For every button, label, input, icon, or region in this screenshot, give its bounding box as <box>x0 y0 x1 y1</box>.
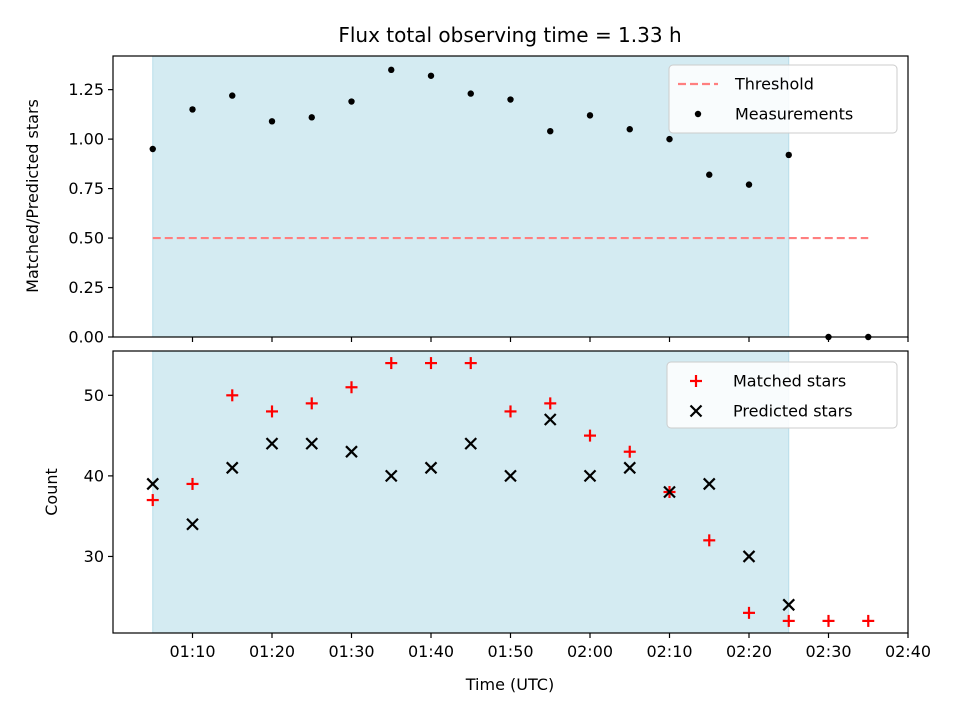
data-point <box>345 381 358 394</box>
bottom-panel: 30 40 50 01:10 01:20 01:30 01:40 01:50 02:00 02:1… <box>84 350 931 661</box>
data-point <box>266 405 278 418</box>
x-tick-label: 02:30 <box>805 642 851 661</box>
data-point <box>265 437 279 450</box>
data-point <box>623 445 636 458</box>
data-point <box>146 477 160 491</box>
data-point <box>149 145 156 153</box>
x-tick-label: 02:40 <box>885 642 931 661</box>
data-point <box>464 437 478 450</box>
x-tick-label: 02:20 <box>726 642 772 661</box>
x-tick-label: 01:50 <box>487 642 533 661</box>
data-point <box>703 534 716 547</box>
data-point <box>583 469 597 483</box>
y-tick-label: 1.25 <box>68 80 104 99</box>
data-point <box>229 92 236 99</box>
legend-swatch <box>690 375 702 387</box>
data-point <box>388 66 395 74</box>
y-tick-label: 0.25 <box>68 278 104 297</box>
data-point <box>385 357 398 370</box>
y-tick-label: 30 <box>84 547 104 566</box>
data-point <box>427 72 435 79</box>
data-point <box>782 598 796 612</box>
y-tick-label: 50 <box>84 386 104 405</box>
data-point <box>226 389 239 402</box>
data-point <box>464 357 477 370</box>
data-point <box>146 494 159 507</box>
data-point <box>186 477 199 490</box>
y-tick-label: 0.75 <box>68 179 104 198</box>
data-point <box>623 461 637 475</box>
y-tick-label: 1.00 <box>68 130 104 149</box>
data-point <box>584 429 596 442</box>
data-point <box>547 127 554 135</box>
bottom-ylabel: Count <box>42 468 61 516</box>
data-point <box>425 357 437 370</box>
legend-label: Matched stars <box>733 372 846 391</box>
data-point <box>504 469 517 483</box>
legend-label: Threshold <box>734 75 814 94</box>
top-ylabel: Matched/Predicted stars <box>23 99 42 293</box>
legend-label: Measurements <box>735 105 853 124</box>
legend-swatch <box>694 110 702 118</box>
y-tick-label: 40 <box>84 466 104 485</box>
y-tick-label: 0.00 <box>68 328 104 347</box>
data-point <box>782 614 795 627</box>
x-tick-label: 02:10 <box>646 642 692 661</box>
data-point <box>225 461 239 475</box>
data-point <box>586 112 594 119</box>
x-tick-label: 01:10 <box>169 642 215 661</box>
data-point <box>348 98 355 105</box>
axes-frame <box>112 55 909 338</box>
data-point <box>305 437 319 450</box>
data-point <box>706 171 713 178</box>
data-point <box>544 397 557 410</box>
data-point <box>743 606 755 619</box>
data-point <box>467 90 474 97</box>
data-point <box>742 550 756 563</box>
y-tick-label: 0.50 <box>68 229 104 248</box>
data-point <box>308 114 315 121</box>
data-point <box>862 614 875 627</box>
x-tick-label: 02:00 <box>567 642 613 661</box>
data-point <box>702 477 716 491</box>
x-tick-label: 01:30 <box>328 642 374 661</box>
legend-swatch <box>689 404 703 418</box>
data-point <box>504 405 517 418</box>
data-point <box>507 96 514 103</box>
data-point <box>384 469 398 483</box>
data-point <box>424 461 438 475</box>
data-point <box>666 135 673 143</box>
top-panel: 0.00 0.25 0.50 0.75 1.00 1.25 Threshold Measure… <box>68 55 909 347</box>
data-point <box>305 397 318 410</box>
x-tick-label: 01:20 <box>249 642 295 661</box>
x-tick-label: 01:40 <box>408 642 454 661</box>
data-point <box>785 151 792 159</box>
legend-label: Predicted stars <box>733 402 853 421</box>
data-point <box>189 106 196 113</box>
data-point <box>345 445 358 458</box>
data-point <box>822 614 835 627</box>
data-point <box>626 126 633 133</box>
data-point <box>663 485 676 499</box>
axes-frame <box>112 350 909 634</box>
data-point <box>268 118 276 125</box>
xlabel: Time (UTC) <box>465 675 554 694</box>
legend: Threshold Measurements <box>668 64 898 134</box>
data-point <box>745 181 753 188</box>
legend: Matched stars Predicted stars <box>666 361 898 429</box>
data-point <box>186 517 199 531</box>
data-point <box>543 413 557 426</box>
chart-title: Flux total observing time = 1.33 h <box>338 23 681 47</box>
